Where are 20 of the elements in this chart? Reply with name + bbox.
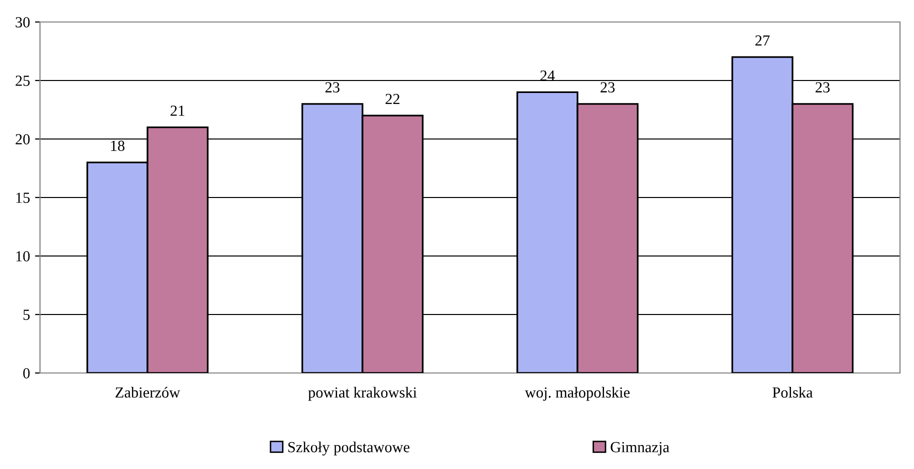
data-label: 22 [386, 94, 400, 104]
data-label: 18 [111, 140, 124, 151]
legend-label: Szkoły podstawowe [288, 442, 410, 456]
data-label: 27 [755, 35, 770, 46]
x-tick-label: powiat krakowski [308, 386, 417, 401]
data-label: 21 [170, 106, 184, 116]
data-label: 23 [600, 82, 615, 92]
data-label: 23 [816, 82, 830, 92]
data-label: 23 [325, 82, 340, 92]
x-tick-label: Polska [772, 386, 813, 398]
y-tick-label: 5 [24, 310, 30, 320]
x-tick-label: woj. małopolskie [524, 386, 630, 401]
y-tick-label: 25 [16, 76, 30, 86]
y-tick-label: 30 [16, 17, 30, 28]
y-tick-label: 15 [16, 192, 30, 203]
legend-label: Gimnazja [610, 442, 670, 456]
y-tick-label: 10 [16, 251, 30, 262]
x-tick-label: Zabierzów [116, 386, 180, 398]
y-tick-label: 20 [16, 134, 30, 144]
y-tick-label: 0 [23, 368, 30, 378]
